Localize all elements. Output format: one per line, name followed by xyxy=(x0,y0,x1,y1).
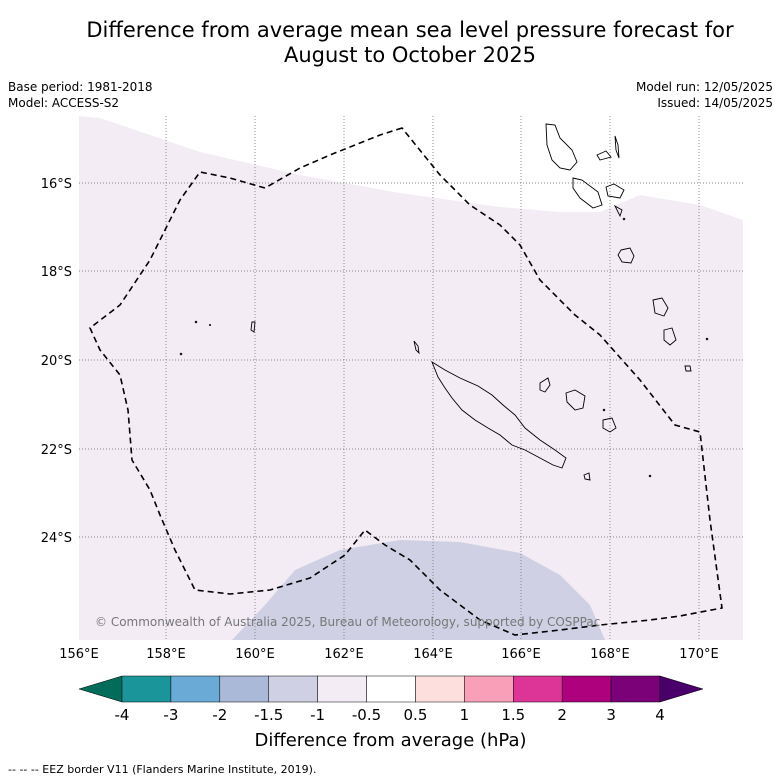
colorbar-swatch xyxy=(366,675,416,703)
pentecost-island xyxy=(614,135,620,159)
base-period-text: Base period: 1981-2018 xyxy=(8,80,153,94)
coastlines xyxy=(179,123,709,481)
title-line-2: August to October 2025 xyxy=(283,43,537,67)
meta-left: Base period: 1981-2018 Model: ACCESS-S2 xyxy=(8,79,153,111)
meta-right: Model run: 12/05/2025 Issued: 14/05/2025 xyxy=(636,79,773,111)
colorbar-swatch xyxy=(268,675,318,703)
issued-text: Issued: 14/05/2025 xyxy=(657,96,773,110)
lat-label-20s: 20°S xyxy=(41,354,72,369)
efate-island xyxy=(617,247,635,264)
ouvea-island xyxy=(539,377,551,393)
map-panel: © Commonwealth of Australia 2025, Bureau… xyxy=(79,116,743,640)
aneityum-island xyxy=(684,365,692,372)
colorbar-tick-label: -1 xyxy=(310,706,325,724)
colorbar-over-arrow xyxy=(659,675,704,703)
ambrym-island xyxy=(605,183,625,199)
isle-of-pines xyxy=(583,472,591,481)
colorbar-swatch xyxy=(610,675,661,703)
lifou-island xyxy=(565,389,586,411)
lon-label-170e: 170°E xyxy=(679,647,719,662)
lon-label-164e: 164°E xyxy=(413,647,453,662)
title-line-1: Difference from average mean sea level p… xyxy=(86,18,734,42)
colorbar-swatch xyxy=(415,675,465,703)
colorbar-tick-label: -0.5 xyxy=(352,706,381,724)
latitude-labels: 16°S 18°S 20°S 22°S 24°S xyxy=(41,177,72,546)
colorbar-swatch xyxy=(170,675,221,703)
erromango-island xyxy=(652,297,669,317)
model-text: Model: ACCESS-S2 xyxy=(8,96,120,110)
colorbar-tick-label: 1 xyxy=(460,706,470,724)
map-title: Difference from average mean sea level p… xyxy=(40,18,780,68)
colorbar-tick-label: 1.5 xyxy=(501,706,525,724)
eez-legend-text: -- -- -- EEZ border V11 (Flanders Marine… xyxy=(8,763,317,776)
model-run-text: Model run: 12/05/2025 xyxy=(635,80,773,94)
anomaly-area-dark xyxy=(232,540,605,640)
lon-label-156e: 156°E xyxy=(59,647,99,662)
colorbar-tick-label: -3 xyxy=(163,706,178,724)
eez-border xyxy=(89,127,723,636)
colorbar-swatch xyxy=(561,675,612,703)
longitude-labels: 156°E 158°E 160°E 162°E 164°E 166°E 168°… xyxy=(59,647,719,662)
colorbar: -4 -3 -2 -1.5 -1 -0.5 0.5 1 1.5 2 3 4 xyxy=(78,675,704,724)
lon-label-162e: 162°E xyxy=(324,647,364,662)
colorbar-swatches xyxy=(121,675,661,703)
lon-label-160e: 160°E xyxy=(235,647,275,662)
espiritu-santo-island xyxy=(545,123,578,171)
lat-label-18s: 18°S xyxy=(41,265,72,280)
belep-island xyxy=(413,340,420,355)
colorbar-title: Difference from average (hPa) xyxy=(254,730,527,751)
colorbar-tick-label: -4 xyxy=(115,706,130,724)
malakula-island xyxy=(572,177,603,209)
lon-label-166e: 166°E xyxy=(501,647,541,662)
colorbar-under-arrow xyxy=(78,675,123,703)
colorbar-tick-labels: -4 -3 -2 -1.5 -1 -0.5 0.5 1 1.5 2 3 4 xyxy=(115,706,665,724)
colorbar-swatch xyxy=(464,675,514,703)
colorbar-swatch xyxy=(219,675,269,703)
lon-label-158e: 158°E xyxy=(146,647,186,662)
tanna-island xyxy=(663,327,677,346)
colorbar-tick-label: -1.5 xyxy=(254,706,283,724)
lon-label-168e: 168°E xyxy=(590,647,630,662)
colorbar-swatch xyxy=(317,675,367,703)
colorbar-tick-label: 3 xyxy=(606,706,616,724)
mare-island xyxy=(602,417,617,433)
anomaly-area-light xyxy=(79,116,743,640)
reef-west xyxy=(250,321,256,333)
copyright-notice: © Commonwealth of Australia 2025, Bureau… xyxy=(95,615,600,629)
colorbar-tick-label: 2 xyxy=(557,706,567,724)
colorbar-swatch xyxy=(121,675,172,703)
colorbar-tick-label: -2 xyxy=(212,706,227,724)
colorbar-swatch xyxy=(513,675,563,703)
new-caledonia-island xyxy=(431,360,567,469)
ambae-island xyxy=(596,150,612,161)
lat-label-24s: 24°S xyxy=(41,531,72,546)
epi-island xyxy=(613,204,623,218)
lat-label-16s: 16°S xyxy=(41,177,72,192)
colorbar-tick-label: 4 xyxy=(655,706,665,724)
colorbar-tick-label: 0.5 xyxy=(404,706,428,724)
lat-label-22s: 22°S xyxy=(41,443,72,458)
graticule xyxy=(79,116,743,640)
